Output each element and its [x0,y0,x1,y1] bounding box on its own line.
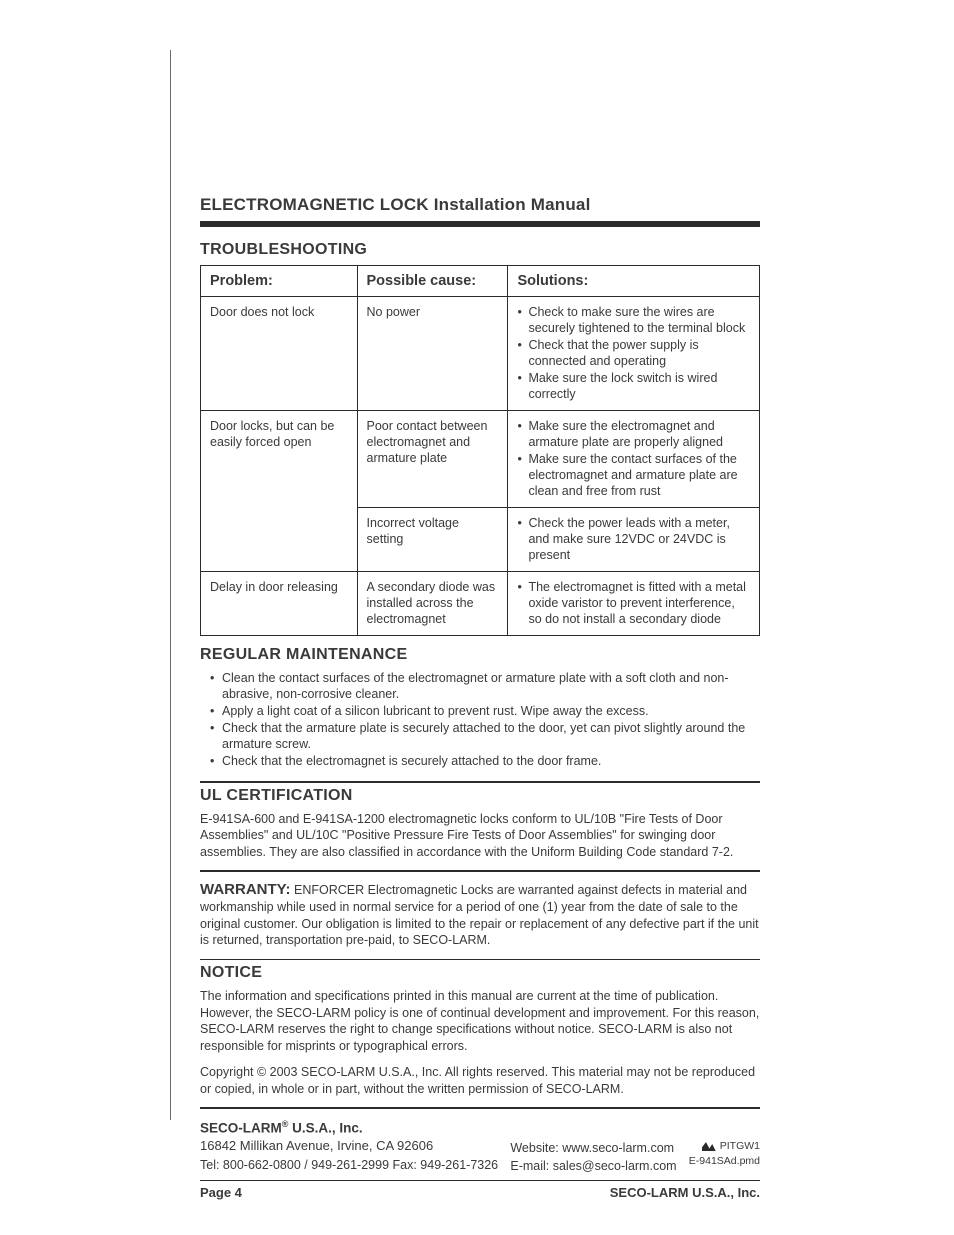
cell-problem: Door locks, but can be easily forced ope… [201,411,358,572]
col-header-solutions: Solutions: [508,266,760,297]
solution-item: Check the power leads with a meter, and … [517,515,750,563]
cell-solutions: The electromagnet is fitted with a metal… [508,572,760,636]
ul-cert-body: E-941SA-600 and E-941SA-1200 electromagn… [200,811,760,861]
footer-rule [200,1180,760,1181]
maintenance-item: Apply a light coat of a silicon lubrican… [210,703,760,719]
cell-solutions: Make sure the electromagnet and armature… [508,411,760,508]
company-main: SECO-LARM [200,1120,282,1135]
solution-item: Make sure the electromagnet and armature… [517,418,750,450]
notice-heading: NOTICE [200,964,760,982]
section-rule [200,781,760,783]
address-row: 16842 Millikan Avenue, Irvine, CA 92606 … [200,1137,760,1175]
cell-cause: Poor contact between electromagnet and a… [357,411,508,508]
phones-line: Tel: 800-662-0800 / 949-261-2999 Fax: 94… [200,1156,498,1174]
solution-item: Make sure the contact surfaces of the el… [517,451,750,499]
cell-problem: Door does not lock [201,297,358,411]
code1: PITGW1 [720,1139,760,1154]
cell-solutions: Check to make sure the wires are securel… [508,297,760,411]
page-footer: Page 4 SECO-LARM U.S.A., Inc. [200,1185,760,1200]
table-row: Door does not lock No power Check to mak… [201,297,760,411]
address-line: 16842 Millikan Avenue, Irvine, CA 92606 [200,1137,498,1156]
document-title: ELECTROMAGNETIC LOCK Installation Manual [200,195,760,215]
notice-body-2: Copyright © 2003 SECO-LARM U.S.A., Inc. … [200,1064,760,1097]
section-rule [200,870,760,872]
title-rule [200,221,760,227]
solution-item: Check to make sure the wires are securel… [517,304,750,336]
maintenance-item: Clean the contact surfaces of the electr… [210,670,760,702]
notice-body-1: The information and specifications print… [200,988,760,1054]
cell-cause: Incorrect voltage setting [357,508,508,572]
troubleshooting-heading: TROUBLESHOOTING [200,241,760,259]
solution-item: Check that the power supply is connected… [517,337,750,369]
footer-block: SECO-LARM® U.S.A., Inc. 16842 Millikan A… [200,1119,760,1200]
warranty-paragraph: WARRANTY: ENFORCER Electromagnetic Locks… [200,880,760,949]
content-area: ELECTROMAGNETIC LOCK Installation Manual… [200,195,760,1200]
address-mid: Website: www.seco-larm.com E-mail: sales… [510,1137,676,1175]
maintenance-heading: REGULAR MAINTENANCE [200,646,760,664]
cell-cause: No power [357,297,508,411]
section-rule [200,1107,760,1109]
maintenance-item: Check that the electromagnet is securely… [210,753,760,769]
table-row: Door locks, but can be easily forced ope… [201,411,760,508]
solution-item: The electromagnet is fitted with a metal… [517,579,750,627]
left-margin-rule [170,50,171,1120]
section-rule [200,959,760,961]
maintenance-item: Check that the armature plate is securel… [210,720,760,752]
logo-mark-icon [702,1142,716,1151]
website-line: Website: www.seco-larm.com [510,1139,676,1157]
code2: E-941SAd.pmd [689,1154,760,1169]
page-footer-right: SECO-LARM U.S.A., Inc. [610,1185,760,1200]
maintenance-list: Clean the contact surfaces of the electr… [200,670,760,769]
ul-cert-heading: UL CERTIFICATION [200,787,760,805]
cell-problem: Delay in door releasing [201,572,358,636]
address-left: 16842 Millikan Avenue, Irvine, CA 92606 … [200,1137,498,1174]
troubleshooting-table: Problem: Possible cause: Solutions: Door… [200,265,760,636]
address-right: PITGW1 E-941SAd.pmd [689,1137,760,1168]
solution-item: Make sure the lock switch is wired corre… [517,370,750,402]
page-number: Page 4 [200,1185,242,1200]
company-suffix: U.S.A., Inc. [288,1120,362,1135]
col-header-cause: Possible cause: [357,266,508,297]
email-line: E-mail: sales@seco-larm.com [510,1157,676,1175]
company-name: SECO-LARM® U.S.A., Inc. [200,1119,760,1136]
col-header-problem: Problem: [201,266,358,297]
cell-cause: A secondary diode was installed across t… [357,572,508,636]
warranty-lead: WARRANTY: [200,881,291,898]
cell-solutions: Check the power leads with a meter, and … [508,508,760,572]
table-header-row: Problem: Possible cause: Solutions: [201,266,760,297]
table-row: Delay in door releasing A secondary diod… [201,572,760,636]
